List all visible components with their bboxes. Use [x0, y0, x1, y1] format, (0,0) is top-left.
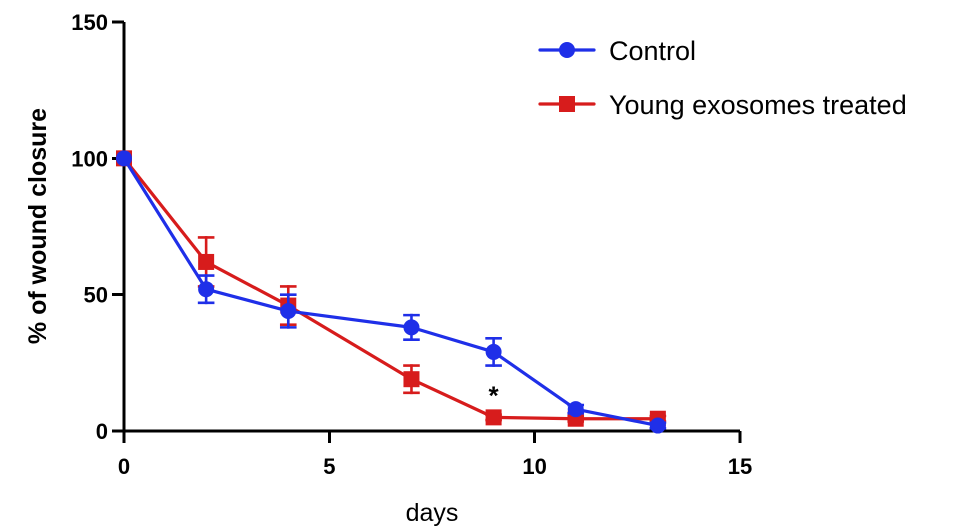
x-axis-title: days: [406, 499, 459, 527]
young-exosomes-point: [485, 409, 502, 426]
significance-mark: *: [489, 380, 500, 410]
x-tick-label: 5: [323, 454, 335, 479]
young-exosomes-point: [198, 253, 215, 270]
legend: Control Young exosomes treated: [538, 36, 907, 120]
legend-label: Young exosomes treated: [609, 90, 907, 120]
y-tick-label: 100: [71, 146, 108, 171]
control-point: [403, 319, 420, 336]
x-tick-label: 0: [118, 454, 130, 479]
legend-label: Control: [609, 36, 696, 66]
x-tick-label: 10: [522, 454, 546, 479]
control-point: [485, 343, 502, 360]
x-tick-label: 15: [728, 454, 752, 479]
y-tick-label: 0: [96, 419, 108, 444]
young-exosomes-point: [403, 371, 420, 388]
y-axis-title: % of wound closure: [24, 108, 52, 344]
legend-control: Control: [538, 36, 696, 66]
control-point: [567, 401, 584, 418]
control-point: [198, 281, 215, 298]
y-tick-label: 150: [71, 10, 108, 35]
axes-layer: [122, 22, 740, 433]
control-point: [649, 417, 666, 434]
control-point: [116, 150, 132, 167]
legend-young-exosomes: Young exosomes treated: [538, 90, 907, 120]
legend-marker: [559, 42, 575, 58]
control-point: [280, 303, 297, 320]
y-tick-label: 50: [84, 283, 108, 308]
legend-marker: [559, 96, 575, 112]
ticks-layer: 0 50 100 150 0 5 10 15: [71, 10, 752, 479]
plot-layer: [116, 150, 667, 434]
control-series: [116, 150, 667, 434]
